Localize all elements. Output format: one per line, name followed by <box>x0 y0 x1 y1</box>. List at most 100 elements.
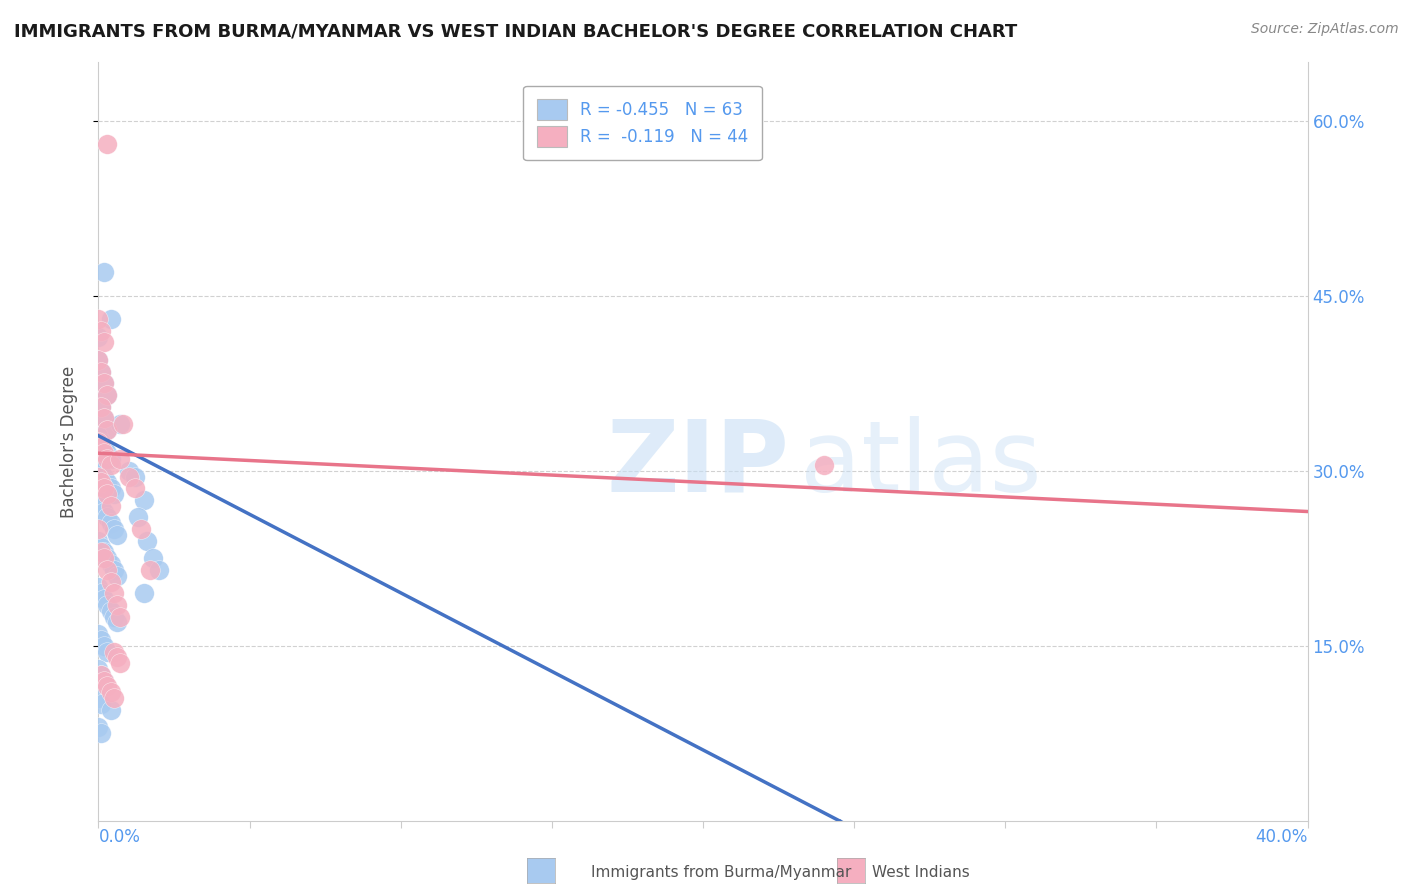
Point <box>103 644 125 658</box>
Point <box>96 475 118 490</box>
Point <box>90 434 112 449</box>
Point <box>96 598 118 612</box>
Point <box>96 487 118 501</box>
Point <box>87 522 110 536</box>
Point <box>105 528 128 542</box>
Point <box>124 481 146 495</box>
Point <box>96 563 118 577</box>
Point <box>90 540 112 554</box>
Point <box>813 458 835 472</box>
Text: 40.0%: 40.0% <box>1256 828 1308 847</box>
Point <box>93 335 115 350</box>
Point <box>87 533 110 548</box>
Point <box>103 522 125 536</box>
Point <box>93 411 115 425</box>
Point <box>132 492 155 507</box>
Point <box>87 492 110 507</box>
Point <box>111 417 134 431</box>
Point <box>87 434 110 449</box>
Point <box>93 545 115 559</box>
Point <box>108 656 131 670</box>
Point <box>93 673 115 688</box>
Point <box>93 551 115 566</box>
Point <box>96 388 118 402</box>
Point <box>90 632 112 647</box>
Point <box>93 673 115 688</box>
Text: 0.0%: 0.0% <box>98 828 141 847</box>
Point <box>87 469 110 483</box>
Point <box>90 441 112 455</box>
Text: atlas: atlas <box>800 416 1042 513</box>
Point <box>100 312 122 326</box>
Text: West Indians: West Indians <box>872 865 970 880</box>
Point <box>93 639 115 653</box>
Point <box>96 644 118 658</box>
Point <box>100 557 122 571</box>
Point <box>103 487 125 501</box>
Point <box>93 469 115 483</box>
Point <box>96 510 118 524</box>
Point <box>90 726 112 740</box>
Point <box>100 499 122 513</box>
Point <box>87 458 110 472</box>
Point <box>142 551 165 566</box>
Point <box>96 446 118 460</box>
Point <box>90 586 112 600</box>
Point <box>93 265 115 279</box>
Point <box>90 499 112 513</box>
Point <box>96 423 118 437</box>
Point <box>87 352 110 367</box>
Point <box>100 574 122 589</box>
Point <box>90 324 112 338</box>
Point <box>129 522 152 536</box>
Point <box>105 615 128 630</box>
Legend: R = -0.455   N = 63, R =  -0.119   N = 44: R = -0.455 N = 63, R = -0.119 N = 44 <box>523 86 762 160</box>
Point <box>93 592 115 607</box>
Point <box>90 545 112 559</box>
Point <box>139 563 162 577</box>
Point <box>90 400 112 414</box>
Point <box>100 452 122 467</box>
Point <box>90 697 112 711</box>
Point <box>87 428 110 442</box>
Point <box>103 563 125 577</box>
Point <box>105 568 128 582</box>
Point <box>93 376 115 391</box>
Point <box>90 668 112 682</box>
Point <box>87 580 110 594</box>
Y-axis label: Bachelor's Degree: Bachelor's Degree <box>59 366 77 517</box>
Point <box>96 423 118 437</box>
Point <box>87 312 110 326</box>
Point <box>90 365 112 379</box>
Point <box>100 604 122 618</box>
Point <box>90 400 112 414</box>
Point <box>108 609 131 624</box>
Point <box>118 469 141 483</box>
Point <box>93 441 115 455</box>
Point <box>87 352 110 367</box>
Point <box>90 475 112 490</box>
Point <box>118 464 141 478</box>
Text: ZIP: ZIP <box>606 416 789 513</box>
Point <box>103 691 125 706</box>
Point <box>105 598 128 612</box>
Point <box>135 533 157 548</box>
Point <box>132 586 155 600</box>
Point <box>96 452 118 467</box>
Point <box>103 609 125 624</box>
Point <box>93 446 115 460</box>
Point <box>108 417 131 431</box>
Point <box>96 137 118 152</box>
Point <box>87 329 110 343</box>
Point <box>96 388 118 402</box>
Point <box>100 685 122 699</box>
Point <box>100 481 122 495</box>
Point <box>100 516 122 531</box>
Point <box>96 551 118 566</box>
Point <box>93 411 115 425</box>
Point <box>90 464 112 478</box>
Point <box>93 504 115 518</box>
Point <box>93 481 115 495</box>
Point <box>90 365 112 379</box>
Point <box>105 650 128 665</box>
